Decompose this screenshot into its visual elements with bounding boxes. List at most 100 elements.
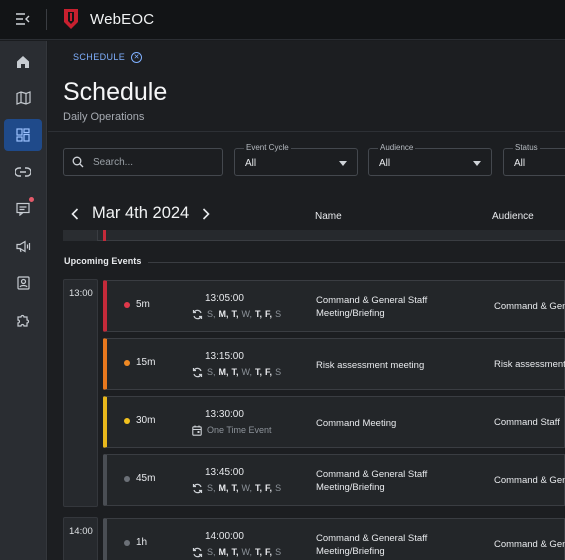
sidebar-item-messages[interactable] xyxy=(4,193,42,225)
weekday-letter: W, xyxy=(241,547,253,557)
page-title: Schedule xyxy=(63,78,168,106)
weekday-letter: T, xyxy=(231,547,239,557)
event-countdown: 45m xyxy=(136,473,156,484)
event-name-line: Meeting/Briefing xyxy=(316,482,385,493)
event-time: 13:05:00 xyxy=(205,293,244,304)
status-value: All xyxy=(514,158,526,169)
chevron-right-icon[interactable] xyxy=(199,205,213,223)
weekday-letter: T, xyxy=(231,309,239,319)
message-icon xyxy=(16,202,30,216)
time-group-label: 13:00 xyxy=(69,288,93,299)
header-divider xyxy=(48,131,565,132)
current-date: Mar 4th 2024 xyxy=(92,204,190,222)
breadcrumb-chip[interactable]: SCHEDULE ✕ xyxy=(73,48,143,66)
weekday-letter: M, xyxy=(218,309,229,319)
event-name-line: Meeting/Briefing xyxy=(316,308,385,319)
status-label: Status xyxy=(513,143,540,152)
audience-label: Audience xyxy=(378,143,416,152)
event-name-line: Command & General Staff xyxy=(316,533,428,544)
event-name: Command & General Staff Meeting/Briefing xyxy=(316,294,446,320)
weekday-letter: W, xyxy=(241,309,253,319)
event-card[interactable]: 15m 13:15:00 S, M, T, W, T, F, S Risk assessme… xyxy=(103,338,565,390)
sidebar-item-boards[interactable] xyxy=(4,119,42,151)
weekday-letter: W, xyxy=(241,483,253,493)
section-heading: Upcoming Events xyxy=(64,256,142,266)
puzzle-icon xyxy=(17,314,30,327)
weekday-letter: S xyxy=(275,483,282,493)
sidebar-item-contacts[interactable] xyxy=(4,267,42,299)
weekday-letter: S xyxy=(275,309,282,319)
event-audience: Command & Gen xyxy=(494,475,565,486)
audience-select[interactable]: Audience All xyxy=(368,143,492,176)
time-group-column: 14:00 xyxy=(63,517,98,560)
menu-collapse-icon[interactable] xyxy=(10,8,36,30)
search-icon xyxy=(72,156,84,168)
weekday-letter: T, xyxy=(255,483,263,493)
sidebar-item-home[interactable] xyxy=(4,46,42,78)
search-input[interactable] xyxy=(93,156,203,168)
event-name-line: Command Meeting xyxy=(316,418,397,429)
contact-card-icon xyxy=(16,276,30,290)
column-header-name[interactable]: Name xyxy=(315,211,342,222)
weekday-letter: M, xyxy=(218,547,229,557)
chevron-left-icon[interactable] xyxy=(68,205,82,223)
topbar-divider xyxy=(46,9,47,30)
event-card[interactable]: 1h 14:00:00 S, M, T, W, T, F, S Command & Gene… xyxy=(103,518,565,560)
sidebar xyxy=(0,41,47,560)
weekday-letter: S, xyxy=(207,309,216,319)
repeat-icon xyxy=(191,546,203,558)
event-name: Risk assessment meeting xyxy=(316,359,446,372)
weekday-letter: F, xyxy=(265,483,273,493)
sidebar-item-links[interactable] xyxy=(4,156,42,188)
weekday-letter: W, xyxy=(241,367,253,377)
event-accent-bar xyxy=(103,230,106,241)
weekday-letter: S, xyxy=(207,547,216,557)
event-cycle-value: All xyxy=(245,158,257,169)
weekday-letter: S xyxy=(275,547,282,557)
time-column-stub xyxy=(63,230,98,241)
event-status-dot xyxy=(124,418,130,424)
event-audience: Command Staff xyxy=(494,417,560,428)
notification-dot xyxy=(29,197,34,202)
audience-value: All xyxy=(379,158,391,169)
dashboard-icon xyxy=(16,128,30,142)
event-card[interactable]: 45m 13:45:00 S, M, T, W, T, F, S Command & Gen… xyxy=(103,454,565,506)
event-cycle-select[interactable]: Event Cycle All xyxy=(234,143,358,176)
event-time: 13:30:00 xyxy=(205,409,244,420)
event-recurrence: S, M, T, W, T, F, S xyxy=(191,482,281,494)
event-card[interactable]: 5m 13:05:00 S, M, T, W, T, F, S Command & Gene… xyxy=(103,280,565,332)
event-name-line: Command & General Staff xyxy=(316,295,428,306)
weekday-letter: T, xyxy=(255,309,263,319)
column-header-audience[interactable]: Audience xyxy=(492,211,534,222)
event-name: Command & General Staff Meeting/Briefing xyxy=(316,468,446,494)
status-select[interactable]: Status All xyxy=(503,143,565,176)
close-icon[interactable]: ✕ xyxy=(131,51,143,63)
search-field[interactable] xyxy=(63,148,223,176)
chevron-down-icon xyxy=(473,161,481,166)
event-time: 13:15:00 xyxy=(205,351,244,362)
event-card[interactable]: 30m 13:30:00 One Time Event Command Meet… xyxy=(103,396,565,448)
time-group-label: 14:00 xyxy=(69,526,93,537)
megaphone-icon xyxy=(15,239,30,253)
event-status-dot xyxy=(124,360,130,366)
weekday-letter: T, xyxy=(231,483,239,493)
shield-logo-icon xyxy=(63,8,79,30)
page-subtitle: Daily Operations xyxy=(63,111,145,123)
repeat-icon xyxy=(191,366,203,378)
event-name: Command Meeting xyxy=(316,417,446,430)
previous-event-row[interactable] xyxy=(63,230,565,241)
app-title: WebEOC xyxy=(90,11,155,28)
event-countdown: 15m xyxy=(136,357,156,368)
recurrence-label: One Time Event xyxy=(207,425,272,435)
sidebar-item-announcements[interactable] xyxy=(4,230,42,262)
event-countdown: 1h xyxy=(136,537,148,548)
sidebar-item-map[interactable] xyxy=(4,82,42,114)
event-status-dot xyxy=(124,476,130,482)
main-content: SCHEDULE ✕ Schedule Daily Operations Eve… xyxy=(48,41,565,560)
weekday-letter: M, xyxy=(218,483,229,493)
weekday-letter: S, xyxy=(207,483,216,493)
chevron-down-icon xyxy=(339,161,347,166)
event-countdown: 30m xyxy=(136,415,156,426)
weekday-letter: F, xyxy=(265,309,273,319)
sidebar-item-plugins[interactable] xyxy=(4,304,42,336)
